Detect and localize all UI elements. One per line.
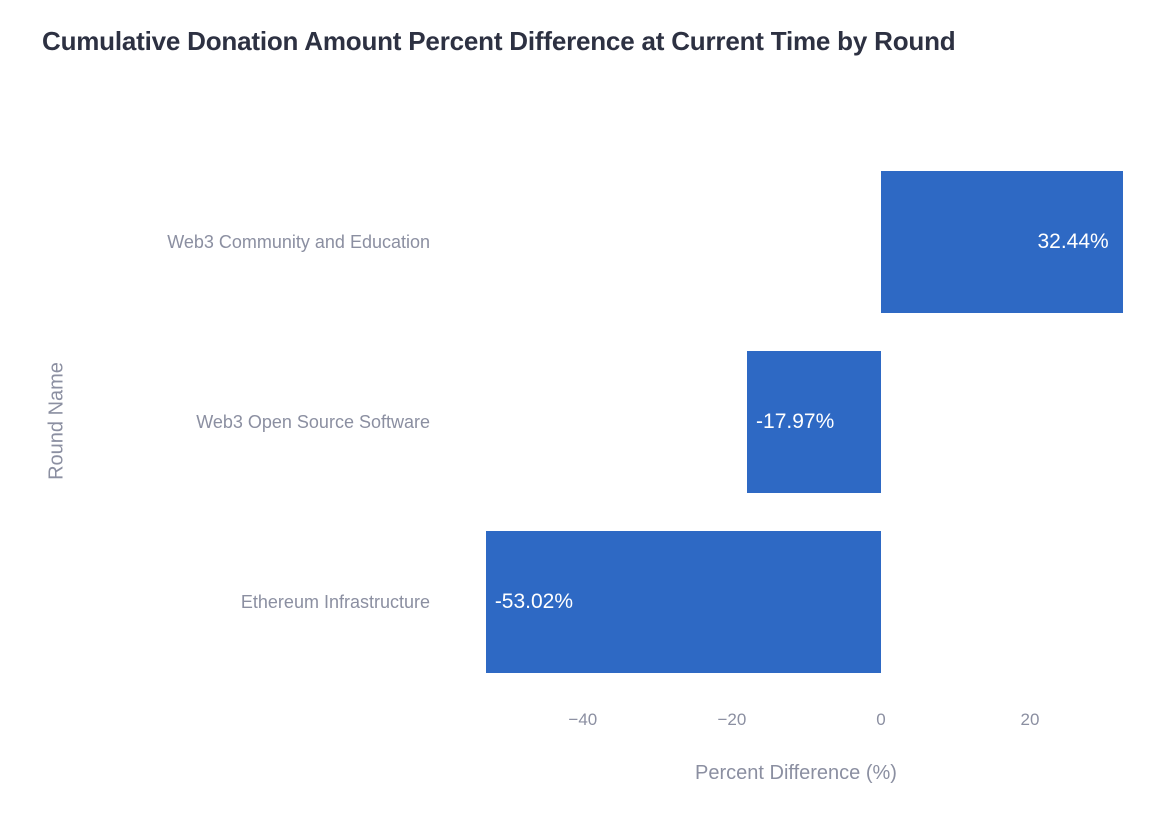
x-tick-label: 20 — [1020, 710, 1040, 729]
x-tick-label: 0 — [876, 710, 886, 729]
y-axis-category-labels: Web3 Community and Education Web3 Open So… — [0, 152, 430, 692]
x-axis-title: Percent Difference (%) — [695, 762, 897, 784]
bar-value-label: -53.02% — [494, 589, 574, 613]
bar-value-label: 32.44% — [1037, 229, 1109, 253]
category-label: Web3 Open Source Software — [196, 411, 430, 432]
x-axis-ticks: −40 −20 0 20 — [442, 708, 1150, 732]
category-label: Web3 Community and Education — [167, 231, 430, 252]
category-label: Ethereum Infrastructure — [240, 591, 430, 612]
chart-title: Cumulative Donation Amount Percent Diffe… — [42, 26, 956, 56]
x-tick-label: −20 — [717, 710, 747, 729]
bar-value-label: -17.97% — [756, 409, 835, 433]
bar-0[interactable]: 32.44% — [880, 170, 1123, 314]
bar-2[interactable]: -53.02% — [485, 530, 881, 674]
bar-1[interactable]: -17.97% — [747, 350, 881, 494]
x-tick-label: −40 — [568, 710, 598, 729]
plot-area: 32.44% -17.97% -53.02% — [442, 152, 1150, 692]
